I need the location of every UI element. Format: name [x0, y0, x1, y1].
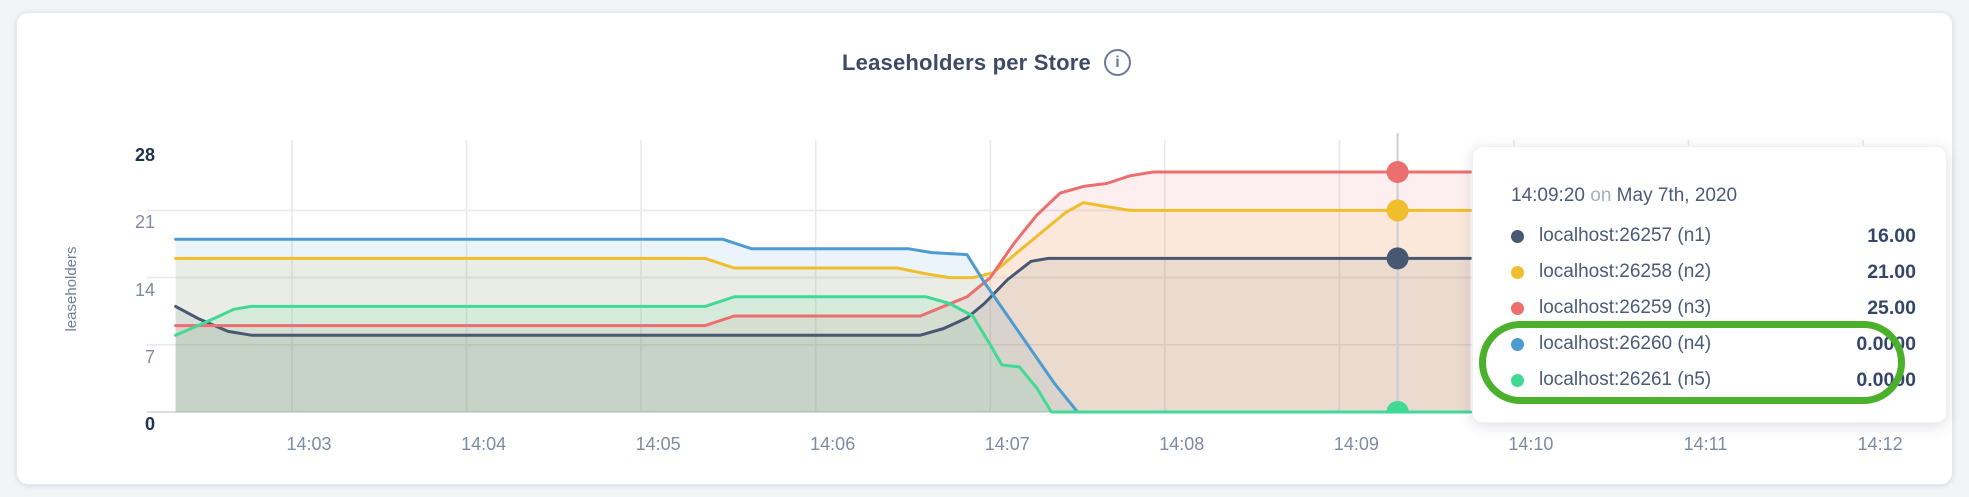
- x-tick-label: 14:07: [984, 434, 1030, 454]
- y-tick-label: 21: [134, 212, 155, 233]
- y-tick-label: 0: [144, 414, 155, 434]
- series-value: 0.0000: [1856, 332, 1916, 355]
- series-label: localhost:26259 (n3): [1539, 297, 1712, 318]
- hover-dot-n5: [1386, 401, 1409, 413]
- series-label: localhost:26257 (n1): [1539, 225, 1712, 246]
- series-area-n3: [175, 172, 1471, 412]
- x-tick-label: 14:08: [1159, 434, 1205, 454]
- hover-dot-n1: [1386, 247, 1409, 270]
- x-tick-label: 14:11: [1683, 434, 1728, 454]
- y-tick-label: 14: [134, 279, 155, 300]
- series-area-n4: [175, 239, 1471, 412]
- tooltip-legend: localhost:26257 (n1) 16.00 localhost:26258…: [1511, 218, 1916, 398]
- chart-title: Leaseholders per Store: [842, 49, 1091, 75]
- x-tick-label: 14:04: [461, 434, 507, 454]
- y-axis-title: leaseholders: [63, 246, 80, 332]
- tooltip-row: localhost:26259 (n3) 25.00: [1511, 290, 1916, 326]
- info-icon[interactable]: i: [1103, 49, 1131, 76]
- series-color-dot: [1511, 373, 1524, 387]
- tooltip-conjunction: on: [1590, 185, 1612, 206]
- series-color-dot: [1511, 265, 1524, 279]
- chart-header: Leaseholders per Store i: [33, 49, 1969, 76]
- series-line-n1: [174, 256, 1472, 337]
- series-value: 16.00: [1867, 224, 1916, 247]
- hover-dot-n2: [1386, 199, 1409, 222]
- series-value: 21.00: [1867, 260, 1916, 283]
- x-tick-label: 14:10: [1508, 434, 1554, 454]
- series-line-n4: [174, 237, 1472, 414]
- chart-plot-area[interactable]: [176, 133, 1455, 412]
- x-tick-label: 14:12: [1857, 434, 1903, 454]
- tooltip-row: localhost:26260 (n4) 0.0000: [1511, 326, 1916, 362]
- series-value: 25.00: [1867, 296, 1916, 319]
- series-color-dot: [1511, 229, 1524, 243]
- tooltip-row: localhost:26258 (n2) 21.00: [1511, 254, 1916, 290]
- tooltip-timestamp: 14:09:20 on May 7th, 2020: [1511, 182, 1916, 210]
- chart-tooltip: 14:09:20 on May 7th, 2020 localhost:2625…: [1472, 146, 1947, 423]
- tooltip-date: May 7th, 2020: [1616, 185, 1738, 206]
- tooltip-time: 14:09:20: [1511, 185, 1585, 206]
- series-area-n2: [175, 202, 1471, 412]
- x-tick-label: 14:03: [286, 434, 332, 454]
- tooltip-row: localhost:26257 (n1) 16.00: [1511, 218, 1916, 254]
- x-tick-label: 14:06: [810, 434, 856, 454]
- series-color-dot: [1511, 337, 1524, 351]
- x-tick-label: 14:05: [635, 434, 681, 454]
- y-tick-label: 28: [134, 145, 155, 166]
- x-tick-label: 14:09: [1333, 434, 1379, 454]
- chart-card: Leaseholders per Store i leaseholders 0 7…: [16, 12, 1953, 485]
- series-label: localhost:26260 (n4): [1539, 333, 1712, 354]
- series-label: localhost:26258 (n2): [1539, 261, 1712, 282]
- hover-dot-n3: [1386, 161, 1409, 183]
- series-label: localhost:26261 (n5): [1539, 369, 1712, 390]
- y-tick-label: 7: [144, 346, 155, 367]
- tooltip-row: localhost:26261 (n5) 0.0000: [1511, 362, 1916, 398]
- series-line-n5: [174, 295, 1472, 414]
- series-line-n3: [174, 170, 1472, 328]
- series-value: 0.0000: [1856, 368, 1916, 391]
- series-color-dot: [1511, 301, 1524, 315]
